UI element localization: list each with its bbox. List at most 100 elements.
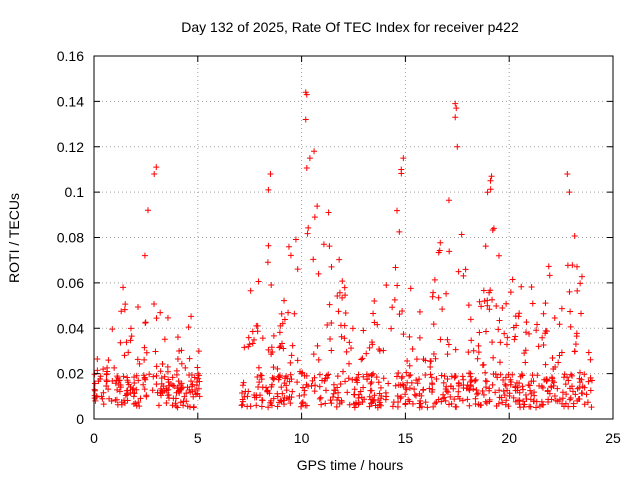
data-point	[416, 334, 423, 341]
data-point	[314, 342, 321, 349]
data-point	[157, 368, 164, 375]
data-point	[371, 319, 378, 326]
data-point	[289, 388, 296, 395]
data-point	[355, 395, 362, 402]
data-point	[495, 326, 502, 333]
data-point	[270, 395, 277, 402]
data-point	[416, 376, 423, 383]
data-point	[329, 393, 336, 400]
data-point	[400, 155, 407, 162]
data-point	[430, 351, 437, 358]
data-point	[336, 256, 343, 263]
data-point	[337, 380, 344, 387]
data-point	[195, 385, 202, 392]
data-point	[276, 399, 283, 406]
data-point	[556, 396, 563, 403]
data-point	[173, 371, 180, 378]
data-point	[432, 355, 439, 362]
data-point	[123, 339, 130, 346]
data-point	[281, 297, 288, 304]
data-point	[326, 301, 333, 308]
data-point	[529, 372, 536, 379]
data-point	[456, 395, 463, 402]
data-point	[279, 390, 286, 397]
data-point	[121, 400, 128, 407]
data-point	[418, 403, 425, 410]
data-point	[122, 392, 129, 399]
data-point	[409, 346, 416, 353]
x-tick-label: 0	[90, 430, 98, 446]
data-point	[103, 382, 110, 389]
data-point	[289, 342, 296, 349]
data-point	[508, 378, 515, 385]
data-point	[265, 346, 272, 353]
data-point	[325, 209, 332, 216]
data-point	[526, 382, 533, 389]
data-point	[416, 390, 423, 397]
data-point	[406, 362, 413, 369]
data-point	[359, 355, 366, 362]
data-point	[97, 373, 104, 380]
data-point	[481, 298, 488, 305]
data-point	[458, 231, 465, 238]
data-point	[459, 373, 466, 380]
data-point	[246, 341, 253, 348]
data-point	[349, 325, 356, 332]
axis-ticks	[93, 55, 614, 420]
data-point	[115, 381, 122, 388]
data-point	[523, 329, 530, 336]
data-point	[445, 197, 452, 204]
data-point	[132, 400, 139, 407]
data-point	[120, 284, 127, 291]
data-point	[348, 345, 355, 352]
data-point	[480, 391, 487, 398]
y-tick-label: 0.14	[57, 93, 84, 109]
data-point	[116, 388, 123, 395]
data-point	[507, 289, 514, 296]
data-point	[324, 374, 331, 381]
data-point	[141, 344, 148, 351]
data-point	[452, 403, 459, 410]
data-point	[519, 372, 526, 379]
data-point	[276, 329, 283, 336]
data-point	[430, 289, 437, 296]
data-point	[512, 313, 519, 320]
data-point	[554, 385, 561, 392]
data-point	[128, 333, 135, 340]
data-point	[404, 357, 411, 364]
data-point	[430, 321, 437, 328]
data-point	[496, 387, 503, 394]
data-point	[497, 339, 504, 346]
data-point	[542, 300, 549, 307]
data-point	[275, 376, 282, 383]
data-point	[306, 155, 313, 162]
data-point	[495, 400, 502, 407]
data-point	[411, 391, 418, 398]
data-point	[127, 337, 134, 344]
data-point	[135, 399, 142, 406]
data-point	[294, 266, 301, 273]
data-point	[155, 402, 162, 409]
data-point	[141, 356, 148, 363]
data-point	[287, 252, 294, 259]
data-point	[448, 400, 455, 407]
data-point	[500, 388, 507, 395]
data-point	[584, 399, 591, 406]
data-point	[310, 256, 317, 263]
data-point	[316, 371, 323, 378]
data-point	[466, 387, 473, 394]
data-point	[345, 375, 352, 382]
data-point	[303, 165, 310, 172]
data-point	[437, 336, 444, 343]
data-point	[531, 392, 538, 399]
data-point	[169, 382, 176, 389]
data-point	[424, 404, 431, 411]
data-point	[366, 344, 373, 351]
data-point	[109, 378, 116, 385]
data-point	[551, 315, 558, 322]
data-point	[366, 393, 373, 400]
data-point	[389, 403, 396, 410]
data-point	[564, 262, 571, 269]
data-point	[572, 341, 579, 348]
data-point	[100, 366, 107, 373]
